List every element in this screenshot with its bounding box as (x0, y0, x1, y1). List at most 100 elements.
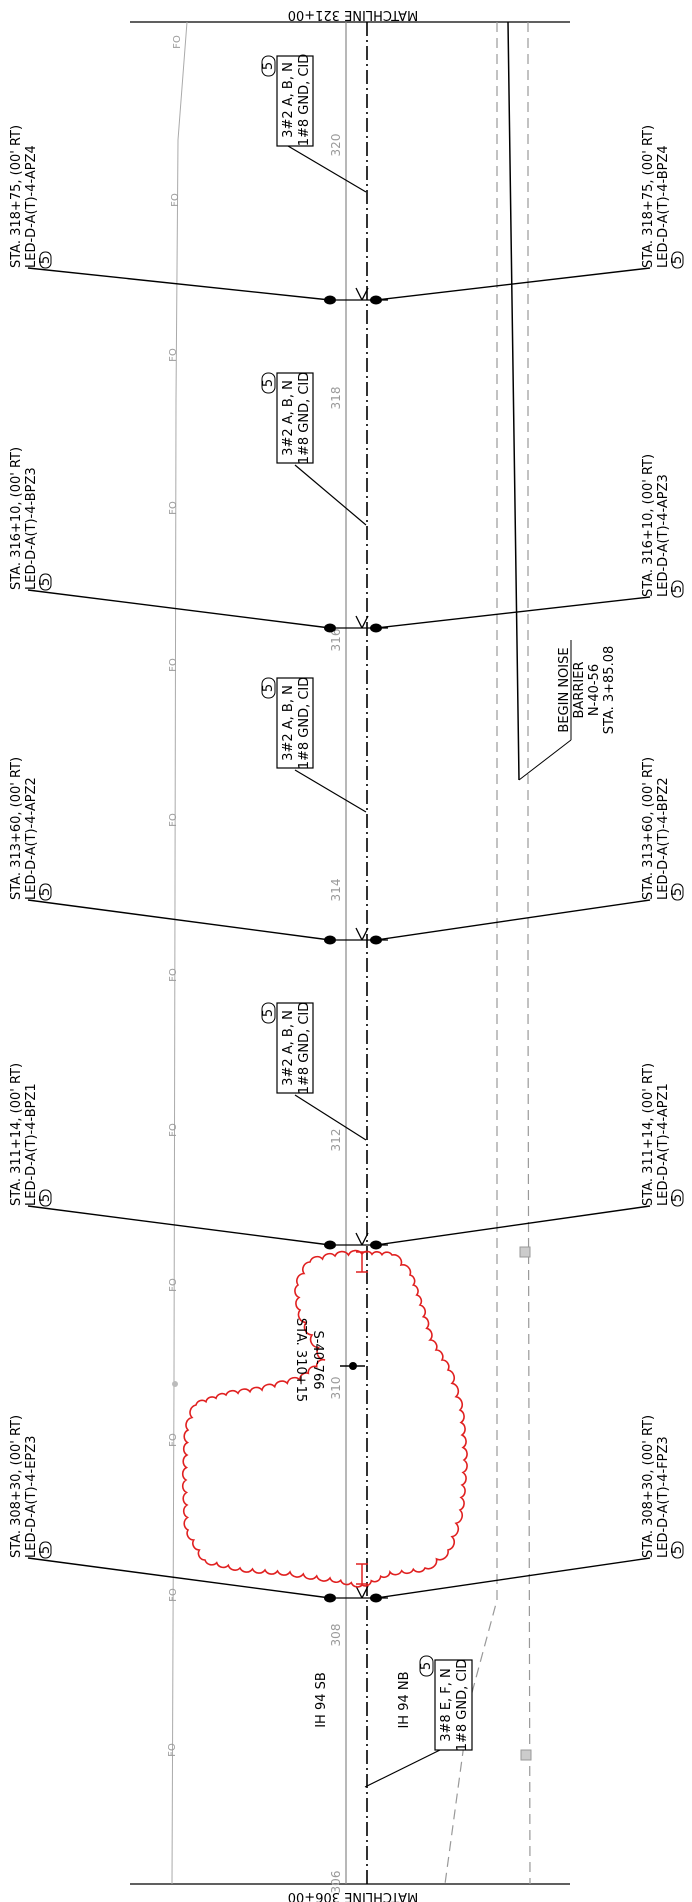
pole-arm-left (27, 589, 331, 629)
roadway-sb-label: IH 94 SB (314, 1672, 329, 1728)
cable-line1: 3#2 A, B, N (281, 62, 296, 138)
pole-code: LED-D-A(T)-4-BPZ3 (24, 467, 39, 590)
pole-arm-left (27, 267, 331, 301)
pole-sta: STA. 318+75, (00' RT) (641, 125, 656, 268)
pole-split-right (361, 615, 369, 629)
cable-line1: 3#8 E, F, N (439, 1668, 454, 1742)
pole-sta: STA. 311+14, (00' RT) (641, 1063, 656, 1206)
matchline-top-label: MATCHLINE 321+00 (288, 7, 419, 22)
pole-code: LED-D-A(T)-4-BPZ2 (656, 777, 671, 900)
pole-sta: STA. 313+60, (00' RT) (9, 757, 24, 900)
pole-5-right-label: STA. 308+30, (00' RT) LED-D-A(T)-4-FPZ3 … (641, 1415, 685, 1559)
pole-code: LED-D-A(T)-4-APZ4 (24, 145, 39, 268)
pole-5-left-label: STA. 308+30, (00' RT) LED-D-A(T)-4-EPZ3 … (9, 1415, 53, 1559)
pole-sta: STA. 316+10, (00' RT) (641, 454, 656, 597)
pole-arm-left (27, 1205, 331, 1246)
pole-3-right-label: STA. 313+60, (00' RT) LED-D-A(T)-4-BPZ2 … (641, 757, 685, 901)
station-label: 310 (329, 1377, 343, 1400)
pole-4-right-label: STA. 311+14, (00' RT) LED-D-A(T)-4-APZ1 … (641, 1063, 685, 1207)
fo-label-12: FO (167, 1743, 178, 1757)
pole-arm-left (27, 899, 331, 941)
cable-callout-5: 3#8 E, F, N 1#8 GND, CID 5 (364, 1655, 473, 1788)
pole-tag: 5 (38, 1546, 53, 1554)
matchline-bottom: MATCHLINE 306+00 (130, 1883, 570, 1902)
pole-arm-right (375, 1205, 651, 1246)
cable-callout-2: 3#2 A, B, N 1#8 GND, CID 5 (261, 372, 367, 526)
cable-callout-1: 3#2 A, B, N 1#8 GND, CID 5 (261, 54, 367, 193)
pole-split-right (361, 927, 369, 941)
pole-split-left (355, 1585, 363, 1599)
cable-tag: 5 (261, 684, 276, 692)
luminaire-right-icon (370, 1240, 382, 1250)
fo-label-8: FO (168, 1123, 179, 1137)
pole-tag: 5 (670, 1194, 685, 1202)
pole-split-left (355, 1232, 363, 1246)
noise-barrier-l1: BEGIN NOISE (557, 647, 572, 732)
pole-split-left (355, 287, 363, 301)
revision-note: S-40-766 STA. 310+15 (293, 1318, 365, 1402)
pole-sta: STA. 311+14, (00' RT) (9, 1063, 24, 1206)
cable-tag: 5 (261, 379, 276, 387)
station-label: 318 (329, 387, 343, 410)
fo-label-2: FO (170, 193, 181, 207)
pole-split-right (361, 287, 369, 301)
pole-arm-right (375, 1557, 651, 1599)
roadway-lines (345, 22, 368, 1884)
matchline-bottom-label: MATCHLINE 306+00 (288, 1889, 419, 1902)
pole-2-left-label: STA. 316+10, (00' RT) LED-D-A(T)-4-BPZ3 … (9, 447, 53, 591)
station-label: 320 (329, 134, 343, 157)
fo-label-1: FO (172, 35, 183, 49)
pullbox-icon-2 (520, 1749, 532, 1761)
fo-label-6: FO (168, 813, 179, 827)
pole-arm-right (375, 596, 651, 629)
luminaire-right-icon (370, 935, 382, 945)
pole-arm-left (27, 1557, 331, 1599)
pole-sta: STA. 318+75, (00' RT) (9, 125, 24, 268)
pole-3-left-label: STA. 313+60, (00' RT) LED-D-A(T)-4-APZ2 … (9, 757, 53, 901)
fo-label-7: FO (168, 968, 179, 982)
pullbox-icon-1 (519, 1246, 531, 1258)
cable-line2: 1#8 GND, CID (297, 677, 312, 770)
fo-label-3: FO (168, 348, 179, 362)
revision-note-l1: S-40-766 (310, 1331, 325, 1390)
cable-line2: 1#8 GND, CID (455, 1659, 470, 1752)
pole-code: LED-D-A(T)-4-BPZ4 (656, 145, 671, 268)
noise-barrier: BEGIN NOISE BARRIER N-40-56 STA. 3+85.08 (507, 21, 617, 781)
pole-arm-right (375, 899, 651, 941)
fo-label-5: FO (168, 658, 179, 672)
station-labels: 320 318 316 314 312 310 308 306 (329, 134, 343, 1894)
pole-tag: 5 (38, 578, 53, 586)
pole-sta: STA. 313+60, (00' RT) (641, 757, 656, 900)
luminaire-left-icon (324, 1593, 336, 1603)
fo-label-10: FO (168, 1433, 179, 1447)
pole-split-right (361, 1232, 369, 1246)
cable-line1: 3#2 A, B, N (281, 380, 296, 456)
pole-1-left-label: STA. 318+75, (00' RT) LED-D-A(T)-4-APZ4 … (9, 125, 53, 269)
pole-sta: STA. 308+30, (00' RT) (9, 1415, 24, 1558)
station-label: 306 (329, 1871, 343, 1894)
luminaire-right-icon (370, 295, 382, 305)
cable-tag: 5 (261, 1009, 276, 1017)
fiber-optic-line: FO FO FO FO FO FO FO FO FO FO FO FO (167, 21, 188, 1885)
cable-line2: 1#8 GND, CID (297, 54, 312, 147)
pole-split-right (361, 1585, 369, 1599)
fo-label-9: FO (168, 1278, 179, 1292)
luminaire-left-icon (324, 295, 336, 305)
cable-line2: 1#8 GND, CID (297, 1002, 312, 1095)
pole-sta: STA. 316+10, (00' RT) (9, 447, 24, 590)
pole-tag: 5 (670, 256, 685, 264)
luminaire-right-icon (370, 623, 382, 633)
luminaire-left-icon (324, 623, 336, 633)
pole-code: LED-D-A(T)-4-EPZ3 (24, 1436, 39, 1558)
pole-code: LED-D-A(T)-4-FPZ3 (656, 1436, 671, 1558)
pole-2-right-label: STA. 316+10, (00' RT) LED-D-A(T)-4-APZ3 … (641, 454, 685, 598)
pole-tag: 5 (670, 1546, 685, 1554)
structure-icon (349, 1362, 357, 1370)
matchline-top: MATCHLINE 321+00 (130, 7, 570, 23)
pole-4-left-label: STA. 311+14, (00' RT) LED-D-A(T)-4-BPZ1 … (9, 1063, 53, 1207)
pole-tag: 5 (38, 1194, 53, 1202)
roadway-nb-label: IH 94 NB (397, 1671, 412, 1728)
pole-arm-right (375, 267, 651, 301)
station-label: 314 (329, 879, 343, 902)
